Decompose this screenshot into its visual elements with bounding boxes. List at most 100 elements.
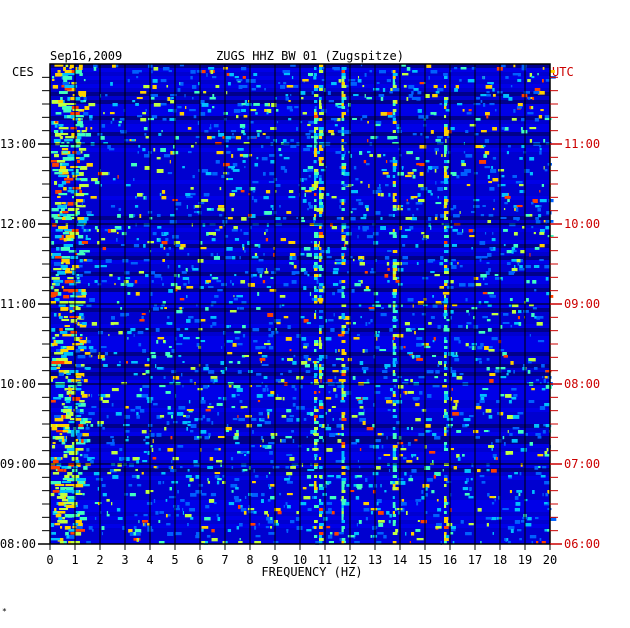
spectral-line-mark [392, 466, 397, 469]
energy-mark [158, 448, 161, 451]
energy-mark [336, 424, 342, 428]
energy-mark [273, 247, 275, 250]
energy-mark [301, 463, 304, 467]
energy-mark [168, 109, 173, 112]
energy-mark [424, 493, 428, 497]
energy-mark [358, 466, 361, 469]
energy-mark [310, 430, 317, 434]
energy-mark [210, 124, 212, 127]
energy-mark [435, 181, 437, 185]
spectral-line-mark [444, 178, 448, 181]
energy-mark [307, 124, 311, 127]
energy-mark [207, 481, 211, 484]
energy-mark [380, 217, 383, 220]
energy-mark [396, 127, 401, 130]
energy-mark [114, 226, 121, 229]
energy-mark [60, 130, 64, 134]
energy-mark [544, 169, 548, 172]
energy-mark [139, 388, 143, 392]
energy-mark [147, 400, 152, 404]
energy-mark [368, 322, 371, 325]
energy-mark [281, 304, 285, 307]
energy-mark [301, 220, 306, 223]
energy-mark [529, 157, 535, 161]
spectral-line-mark [341, 256, 345, 259]
energy-mark [158, 520, 161, 524]
energy-mark [480, 145, 485, 149]
energy-mark [542, 466, 547, 469]
spectral-line-mark [444, 196, 448, 199]
energy-mark [396, 262, 402, 266]
energy-mark [164, 307, 167, 310]
spectral-line-mark [341, 181, 345, 184]
energy-mark [506, 250, 512, 254]
energy-mark [177, 88, 181, 92]
energy-mark [50, 523, 55, 527]
energy-mark [531, 388, 535, 391]
energy-mark [433, 70, 438, 73]
energy-mark [262, 439, 264, 443]
energy-mark [292, 256, 297, 260]
energy-mark [465, 130, 469, 134]
energy-mark [166, 355, 173, 358]
energy-mark [208, 370, 215, 374]
energy-mark [185, 193, 191, 197]
energy-mark [502, 352, 507, 356]
energy-mark [427, 259, 434, 263]
energy-mark [81, 100, 84, 103]
energy-mark [141, 520, 149, 523]
spectral-line-mark [392, 85, 397, 88]
left-time-label: 10:00 [0, 377, 36, 391]
energy-mark [194, 418, 199, 422]
energy-mark [532, 199, 538, 203]
energy-mark [212, 322, 217, 326]
spectral-line-mark [314, 535, 318, 538]
energy-mark [65, 268, 71, 272]
energy-mark [258, 523, 260, 526]
energy-mark [398, 148, 400, 151]
spectral-line-mark [319, 355, 324, 358]
energy-mark [186, 427, 188, 431]
energy-mark [193, 211, 198, 214]
energy-mark [76, 388, 82, 391]
energy-mark [325, 166, 327, 169]
energy-mark [252, 481, 256, 484]
energy-mark [64, 325, 70, 328]
energy-mark [484, 232, 487, 235]
energy-mark [417, 328, 425, 331]
energy-mark [517, 412, 524, 415]
energy-mark [189, 109, 196, 112]
energy-mark [86, 424, 88, 427]
energy-mark [66, 175, 70, 179]
energy-mark [358, 226, 361, 230]
energy-mark [386, 511, 390, 515]
energy-mark [487, 304, 492, 307]
energy-mark [238, 523, 243, 527]
energy-mark [504, 196, 511, 199]
energy-mark [476, 469, 481, 473]
energy-mark [88, 346, 94, 350]
spectral-line-mark [444, 400, 447, 403]
energy-mark [76, 442, 86, 445]
energy-mark [59, 433, 63, 436]
energy-mark [537, 73, 539, 76]
spectral-line-mark [314, 391, 317, 394]
energy-mark [122, 526, 125, 530]
energy-mark [141, 313, 146, 316]
energy-mark [181, 373, 183, 377]
energy-mark [412, 355, 415, 359]
energy-mark [359, 262, 365, 266]
energy-mark [168, 346, 172, 349]
energy-mark [362, 367, 369, 371]
energy-mark [56, 463, 62, 467]
energy-mark [305, 370, 311, 374]
energy-mark [64, 70, 72, 74]
energy-mark [61, 481, 72, 484]
energy-mark [204, 91, 206, 94]
energy-mark [206, 208, 212, 211]
energy-mark [410, 379, 413, 383]
energy-mark [380, 112, 387, 116]
energy-mark [145, 436, 150, 439]
energy-mark [264, 421, 271, 425]
energy-mark [321, 79, 325, 82]
